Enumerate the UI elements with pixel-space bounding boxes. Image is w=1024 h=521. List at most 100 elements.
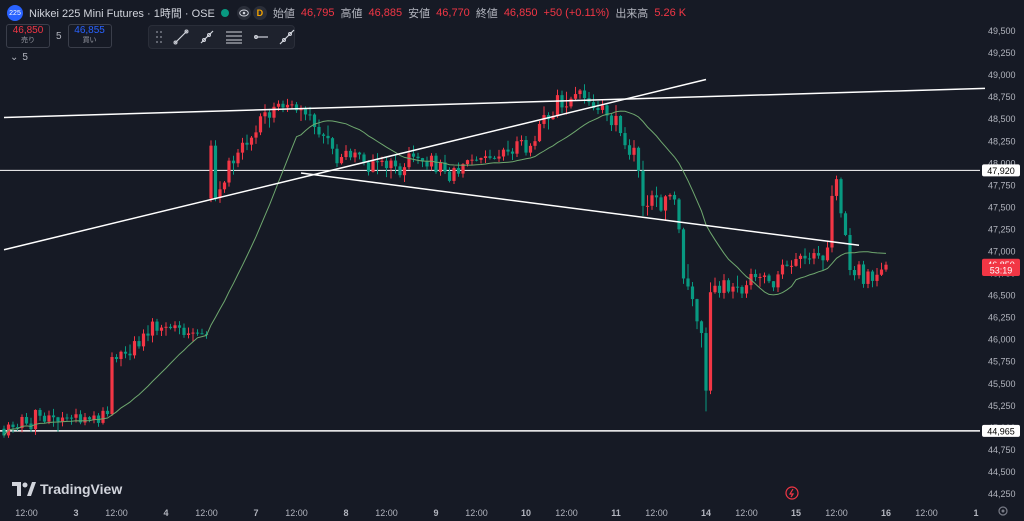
time-tick-label: 12:00 — [15, 508, 38, 518]
candle — [164, 322, 168, 336]
trend-line-icon[interactable] — [173, 28, 189, 46]
candle — [398, 163, 402, 178]
candle-body — [861, 264, 866, 284]
drag-handle-icon[interactable] — [155, 28, 163, 46]
candle-body — [173, 325, 177, 329]
candle-body — [357, 152, 362, 155]
candle-body — [506, 149, 510, 152]
settings-gear-icon[interactable] — [998, 506, 1008, 516]
candle — [344, 145, 348, 161]
order-quantity[interactable]: 5 — [56, 30, 62, 42]
buy-button[interactable]: 46,855 買い — [67, 24, 112, 48]
candle — [672, 191, 677, 205]
price-tick-label: 45,500 — [988, 379, 1016, 389]
extended-line-icon[interactable] — [279, 28, 295, 46]
candle-body — [560, 95, 564, 108]
candle-body — [771, 281, 776, 288]
price-label: 53:19 — [982, 263, 1020, 276]
candle-body — [636, 147, 641, 171]
candle-body — [735, 286, 740, 288]
candle-body — [663, 196, 668, 211]
candle-body — [416, 156, 420, 159]
currency-icon[interactable]: D — [252, 6, 267, 20]
candle-body — [582, 90, 587, 99]
candle-body — [335, 148, 339, 164]
candle-body — [623, 133, 627, 146]
candle — [825, 241, 830, 262]
ray-icon[interactable] — [199, 28, 215, 46]
candle-body — [542, 115, 546, 124]
candle — [87, 416, 92, 423]
candle — [425, 156, 429, 170]
lightning-icon[interactable] — [785, 486, 799, 500]
candle — [578, 89, 582, 99]
candle-body — [672, 194, 677, 200]
price-axis[interactable]: 49,500 49,250 49,000 48,750 48,500 48,250 48,0… — [988, 26, 1016, 499]
candle-body — [722, 280, 726, 293]
candle-body — [213, 145, 218, 199]
candle — [474, 156, 479, 162]
candle — [231, 155, 236, 175]
candle — [780, 259, 785, 279]
price-tick-label: 48,500 — [988, 114, 1016, 124]
price-tick-label: 49,500 — [988, 26, 1016, 36]
candle — [551, 111, 555, 120]
candle-body — [713, 285, 717, 293]
candle — [434, 153, 438, 174]
candle-body — [245, 142, 249, 145]
candle-body — [290, 104, 294, 106]
candle — [128, 344, 132, 361]
candle-body — [339, 157, 344, 164]
candle-body — [627, 145, 632, 155]
candle — [744, 280, 749, 298]
candle — [731, 283, 735, 299]
candle — [708, 282, 713, 395]
candle-body — [69, 417, 74, 419]
candle — [2, 425, 6, 438]
candle-body — [519, 140, 524, 142]
price-tick-label: 47,750 — [988, 180, 1016, 190]
sell-button[interactable]: 46,850 売り — [6, 24, 50, 48]
currency-selector[interactable]: JPY ▾ — [982, 5, 1012, 23]
candle — [114, 354, 119, 363]
candle-body — [132, 341, 137, 356]
time-tick-label: 3 — [73, 508, 78, 518]
candle-body — [29, 423, 33, 430]
candle-body — [866, 271, 870, 284]
candle — [569, 96, 573, 109]
candle — [668, 193, 672, 200]
horizontal-ray-icon[interactable] — [253, 28, 269, 46]
candle-body — [780, 264, 785, 275]
price-label-bg — [982, 424, 1020, 437]
candle — [609, 113, 614, 132]
symbol-badge[interactable]: 225 — [7, 5, 23, 21]
candle-body — [200, 333, 204, 335]
candle — [92, 411, 96, 424]
candle-body — [474, 159, 479, 161]
time-axis[interactable]: 12:00 3 12:00 4 12:00 7 12:00 8 12:00 9 12:00 10 12:… — [15, 508, 978, 518]
candle — [515, 136, 519, 158]
moving-average — [3, 110, 887, 436]
chevron-down-icon: ⌄ — [10, 52, 19, 63]
collapse-indicators[interactable]: ⌄ 5 — [10, 52, 28, 63]
price-tick-label: 46,500 — [988, 291, 1016, 301]
fib-retracement-icon[interactable] — [225, 28, 243, 46]
candle — [663, 195, 668, 222]
candle — [443, 154, 447, 174]
candle-body — [119, 351, 123, 359]
candle-body — [236, 152, 240, 164]
candle — [461, 163, 465, 178]
candle-body — [272, 106, 276, 118]
candle — [830, 185, 834, 253]
trend-line[interactable] — [300, 172, 860, 247]
candle — [110, 352, 114, 416]
candle — [281, 100, 285, 113]
eye-icon[interactable] — [236, 6, 251, 20]
tradingview-logo[interactable]: TradingView — [12, 481, 122, 497]
candle — [222, 181, 227, 193]
candle — [168, 323, 173, 330]
candle-body — [6, 424, 11, 436]
trend-line[interactable] — [3, 87, 986, 119]
symbol-title[interactable]: Nikkei 225 Mini Futures · 1時間 · OSE — [29, 8, 215, 20]
trend-line[interactable] — [3, 78, 707, 251]
